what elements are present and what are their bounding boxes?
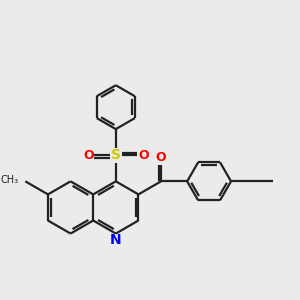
Text: S: S	[111, 148, 121, 162]
Text: O: O	[156, 151, 167, 164]
Text: O: O	[138, 149, 148, 162]
Text: O: O	[83, 149, 94, 162]
Text: CH₃: CH₃	[1, 175, 19, 185]
Text: N: N	[110, 233, 122, 248]
